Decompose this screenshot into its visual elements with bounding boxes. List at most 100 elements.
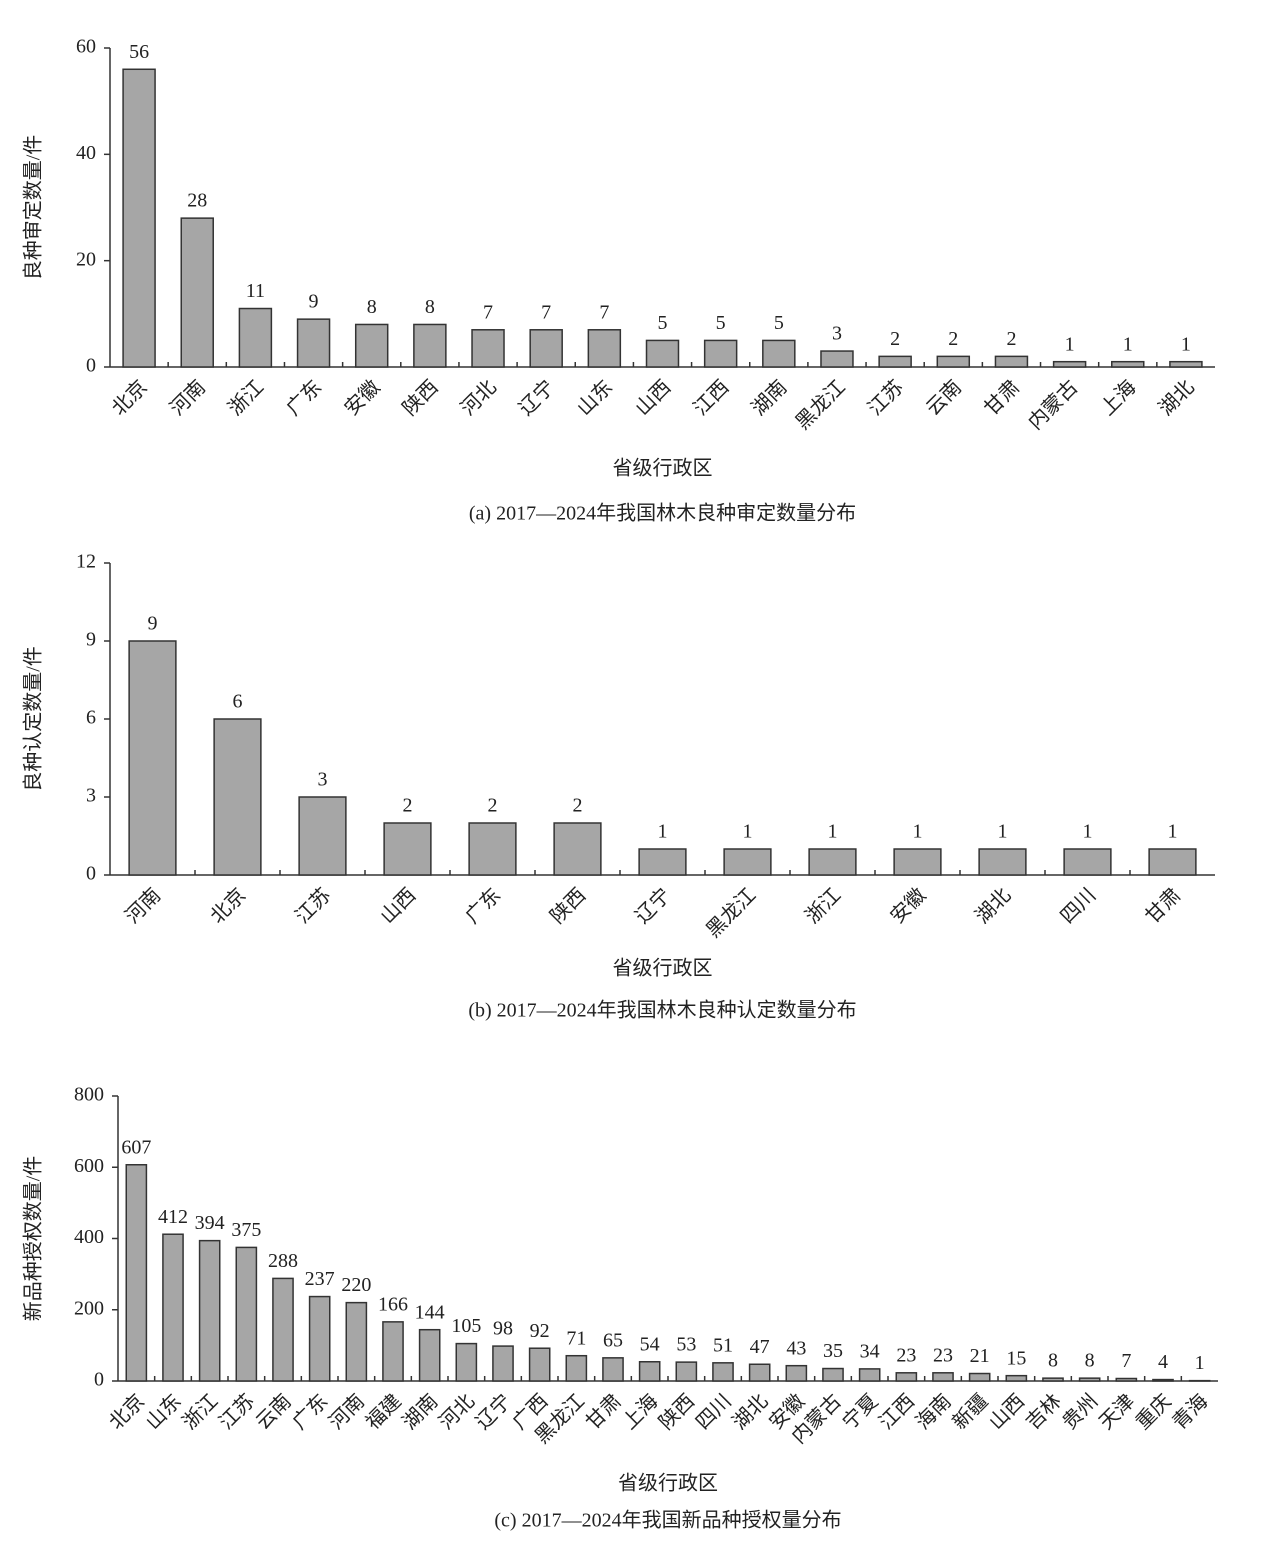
value-label: 23 <box>933 1344 953 1366</box>
bar <box>762 339 796 368</box>
x-tick-label: 新疆 <box>948 1390 993 1435</box>
value-label: 92 <box>530 1320 550 1342</box>
value-label: 8 <box>1048 1350 1058 1372</box>
x-tick-label: 天津 <box>1095 1390 1140 1435</box>
x-tick-label: 宁夏 <box>838 1390 883 1435</box>
value-label: 2 <box>573 795 583 817</box>
x-tick-label: 湖北 <box>728 1390 773 1435</box>
x-tick-label: 山西 <box>376 884 421 929</box>
x-tick-label: 青海 <box>1168 1390 1213 1435</box>
value-label: 1 <box>658 821 668 843</box>
y-tick-label: 12 <box>76 551 96 573</box>
x-tick-label: 河北 <box>456 376 501 421</box>
x-tick-label: 山东 <box>141 1390 186 1435</box>
value-label: 375 <box>231 1219 261 1241</box>
value-label: 5 <box>774 312 784 334</box>
bar <box>492 1345 514 1382</box>
x-tick-label: 江苏 <box>863 376 908 421</box>
value-label: 5 <box>716 312 726 334</box>
y-axis-label: 良种审定数量/件 <box>22 135 45 281</box>
x-tick-label: 陕西 <box>655 1390 700 1435</box>
bar <box>712 1362 734 1382</box>
value-label: 237 <box>305 1268 335 1290</box>
bar <box>553 822 602 876</box>
y-tick-label: 600 <box>74 1155 104 1177</box>
x-tick-label: 甘肃 <box>980 376 1025 421</box>
bar <box>1111 360 1145 368</box>
x-tick-label: 北京 <box>206 884 251 929</box>
x-tick-label: 福建 <box>361 1390 406 1435</box>
bar <box>1042 1377 1064 1382</box>
value-label: 8 <box>1085 1350 1095 1372</box>
bar <box>1005 1374 1028 1382</box>
bar <box>272 1277 294 1382</box>
bar <box>128 640 177 876</box>
value-label: 7 <box>483 301 493 323</box>
x-tick-label: 广东 <box>282 376 327 421</box>
bar <box>893 848 942 876</box>
value-label: 53 <box>676 1334 696 1356</box>
value-label: 11 <box>246 280 265 302</box>
bar <box>298 796 347 876</box>
bar <box>345 1301 368 1382</box>
x-tick-label: 江苏 <box>291 884 336 929</box>
value-label: 7 <box>599 301 609 323</box>
bar <box>645 339 680 368</box>
value-label: 288 <box>268 1250 298 1272</box>
x-tick-label: 广东 <box>461 884 506 929</box>
x-tick-label: 湖北 <box>971 884 1016 929</box>
value-label: 412 <box>158 1206 188 1228</box>
x-tick-label: 河南 <box>325 1390 370 1435</box>
x-tick-label: 山西 <box>985 1390 1030 1435</box>
bar <box>638 1361 661 1382</box>
chart-title: (c) 2017—2024年我国新品种授权量分布 <box>494 1509 841 1532</box>
value-label: 607 <box>121 1136 151 1158</box>
value-label: 1 <box>913 821 923 843</box>
value-label: 8 <box>425 296 435 318</box>
y-tick-label: 6 <box>86 707 96 729</box>
bar <box>723 848 772 876</box>
bar <box>602 1357 624 1382</box>
y-tick-label: 3 <box>86 785 96 807</box>
value-label: 1 <box>743 821 753 843</box>
bar <box>565 1354 588 1382</box>
bar <box>808 848 857 876</box>
value-label: 51 <box>713 1334 733 1356</box>
x-tick-label: 山东 <box>573 376 618 421</box>
x-tick-label: 广东 <box>288 1390 333 1435</box>
x-tick-label: 河南 <box>121 884 166 929</box>
x-tick-label: 北京 <box>107 376 152 421</box>
x-axis-label: 省级行政区 <box>618 1472 718 1495</box>
bar <box>1063 848 1112 876</box>
bar <box>296 318 331 368</box>
y-tick-label: 20 <box>76 248 96 270</box>
bar <box>238 307 273 368</box>
value-label: 105 <box>451 1315 481 1337</box>
bar <box>822 1367 844 1382</box>
x-tick-label: 云南 <box>922 376 967 421</box>
value-label: 1 <box>1168 821 1178 843</box>
x-axis-label: 省级行政区 <box>613 457 713 480</box>
x-tick-label: 安徽 <box>886 884 931 929</box>
value-label: 98 <box>493 1318 513 1340</box>
value-label: 9 <box>309 291 319 313</box>
bar <box>978 848 1027 876</box>
bar <box>471 329 505 368</box>
bar <box>1115 1377 1138 1382</box>
chart-title: (a) 2017—2024年我国林木良种审定数量分布 <box>469 502 856 525</box>
bar <box>1052 360 1087 368</box>
x-tick-label: 重庆 <box>1131 1390 1176 1435</box>
x-tick-label: 上海 <box>1096 376 1141 421</box>
bar <box>895 1372 918 1382</box>
y-tick-label: 0 <box>86 863 96 885</box>
value-label: 35 <box>823 1340 843 1362</box>
value-label: 15 <box>1006 1347 1026 1369</box>
x-tick-label: 辽宁 <box>631 884 676 929</box>
value-label: 3 <box>318 769 328 791</box>
bar <box>122 68 156 368</box>
x-tick-label: 辽宁 <box>471 1390 516 1435</box>
x-tick-label: 江西 <box>689 376 734 421</box>
bar <box>198 1239 221 1382</box>
value-label: 47 <box>750 1336 770 1358</box>
